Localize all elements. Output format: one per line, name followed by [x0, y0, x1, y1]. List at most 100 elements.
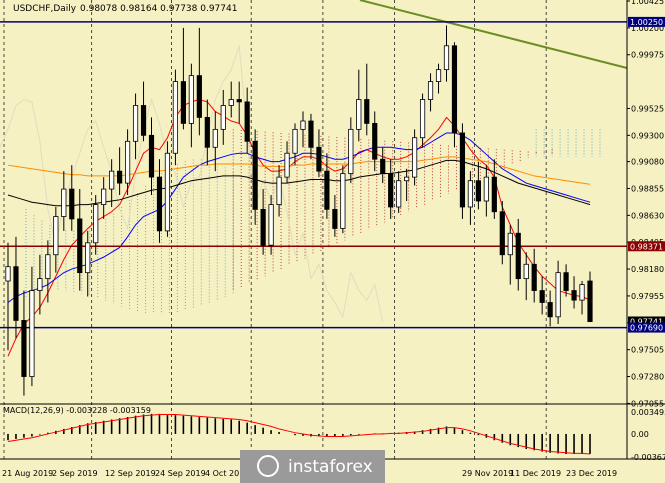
candle-body	[140, 105, 147, 136]
ma-red-line	[7, 98, 591, 357]
candle-body	[555, 272, 561, 318]
candle-body	[220, 105, 226, 130]
price-tag-label: 0.98371	[630, 242, 663, 251]
macd-panel: 0.003495 0.00 -0.003671	[7, 408, 665, 462]
candle-body	[292, 128, 298, 154]
candle-body	[579, 284, 585, 301]
candle-body	[419, 99, 426, 139]
candle-body	[539, 290, 545, 303]
candle-body	[5, 266, 11, 282]
y-tick-label: 0.97280	[631, 373, 664, 382]
watermark: instaforex	[240, 450, 385, 483]
candle-body	[132, 105, 139, 142]
price-tag-current	[628, 316, 665, 327]
y-tick-label: 0.98180	[631, 265, 664, 274]
candle-body	[252, 140, 258, 210]
y-tick-label: 0.97055	[631, 399, 664, 408]
y-tick-label: 0.98855	[631, 184, 664, 193]
candle-body	[547, 302, 553, 318]
candle-body	[523, 263, 529, 280]
watermark-text: instaforex	[288, 457, 373, 477]
candle-body	[332, 208, 338, 229]
x-tick-label: 4 Oct 2019	[205, 469, 249, 478]
price-axis: 1.00425 1.00200 0.99975 0.99525 0.99300 0.990…	[0, 0, 665, 460]
y-tick-label: 0.99300	[631, 131, 664, 140]
candle-body	[412, 137, 418, 178]
candle-body	[85, 242, 91, 274]
candle-body	[180, 81, 186, 124]
candle-body	[324, 170, 330, 210]
x-tick-label: 2 Sep 2019	[52, 469, 98, 478]
candle-body	[93, 204, 99, 244]
candle-body	[507, 232, 513, 256]
candle-body	[515, 232, 521, 280]
macd-label: MACD(12,26,9) -0.003228 -0.003159	[3, 406, 151, 415]
candle-body	[204, 117, 210, 148]
candle-body	[364, 99, 370, 124]
ohlc-readout: 0.98078 0.98164 0.97738 0.97741	[80, 4, 237, 14]
candle-body	[45, 254, 51, 280]
x-tick-label: 29 Nov 2019	[462, 469, 513, 478]
y-tick-label: 1.00425	[631, 0, 664, 6]
macd-tick-label: 0.003495	[631, 408, 665, 417]
price-tag-label: 1.00250	[630, 18, 663, 27]
candle-body	[268, 204, 274, 246]
candle-body	[109, 170, 115, 190]
candle-body	[348, 128, 354, 174]
price-tag-label: 0.97741	[630, 317, 663, 326]
candle-body	[260, 208, 266, 246]
candle-body	[571, 290, 577, 301]
candle-body	[101, 188, 107, 205]
price-tag-resistance	[628, 241, 665, 252]
price-tag-label: 0.97690	[630, 324, 663, 333]
candle-body	[308, 120, 314, 148]
x-tick-label: 11 Dec 2019	[510, 469, 561, 478]
candle-body	[316, 146, 322, 172]
candle-body	[300, 120, 306, 130]
candle-body	[117, 170, 123, 184]
candle-body	[53, 216, 59, 256]
y-tick-label: 0.97505	[631, 346, 664, 355]
candle-body	[587, 280, 593, 323]
candle-body	[69, 188, 75, 220]
candle-body	[451, 45, 458, 134]
candle-body	[236, 99, 242, 103]
candle-body	[77, 218, 83, 274]
candle-body	[531, 263, 537, 291]
macd-signal-line	[7, 413, 591, 455]
indicator-lines	[0, 0, 628, 357]
candle-body	[188, 75, 194, 124]
y-tick-label: 0.99525	[631, 104, 664, 113]
candle-body	[459, 132, 466, 208]
grid-lines	[3, 0, 547, 459]
price-tag-level	[628, 16, 665, 27]
candle-body	[404, 176, 410, 182]
candle-body	[228, 99, 234, 106]
candle-body	[172, 81, 179, 154]
instaforex-logo-icon	[257, 455, 279, 477]
candle-body	[483, 176, 489, 202]
y-tick-label: 1.00200	[631, 24, 664, 33]
candle-body	[148, 134, 155, 178]
candle-body	[156, 176, 163, 232]
candle-body	[475, 180, 481, 202]
macd-tick-label: 0.00	[631, 430, 649, 439]
candle-body	[276, 176, 282, 205]
candle-body	[563, 272, 569, 291]
candle-body	[443, 45, 450, 71]
downtrend-line	[359, 0, 628, 69]
candle-body	[340, 173, 346, 229]
candle-body	[164, 152, 171, 232]
candle-body	[388, 173, 394, 208]
ma-blue-line	[7, 132, 591, 303]
candle-body	[13, 266, 19, 321]
candle-body	[196, 75, 202, 118]
candle-body	[29, 290, 35, 377]
candle-body	[427, 81, 434, 100]
candle-body	[380, 158, 386, 174]
candle-body	[499, 211, 505, 256]
x-tick-label: 12 Sep 2019	[105, 469, 156, 478]
